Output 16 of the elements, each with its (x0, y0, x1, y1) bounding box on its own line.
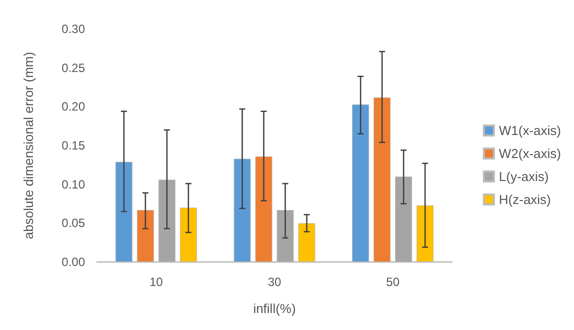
legend-label: W1(x-axis) (498, 123, 562, 138)
y-tick-label: 0.30 (62, 22, 86, 36)
y-tick-label: 0.25 (62, 60, 86, 75)
x-tick-label: 50 (386, 275, 400, 289)
legend-label: W2(x-axis) (498, 146, 562, 161)
x-tick-label: 10 (149, 275, 164, 289)
y-tick-label: 0.15 (62, 138, 86, 152)
y-tick-label: 0.05 (62, 216, 86, 230)
y-tick-label: 0.20 (62, 100, 86, 114)
legend-label: H(z-axis) (498, 192, 551, 207)
legend-label: L(y-axis) (498, 169, 549, 184)
x-axis-title: infill(%) (253, 301, 296, 316)
x-tick-label: 30 (268, 275, 282, 289)
y-tick-label: 0.10 (62, 177, 86, 192)
y-axis-title: absolute dimensional error (mm) (21, 52, 36, 240)
y-tick-label: 0.00 (62, 255, 86, 269)
